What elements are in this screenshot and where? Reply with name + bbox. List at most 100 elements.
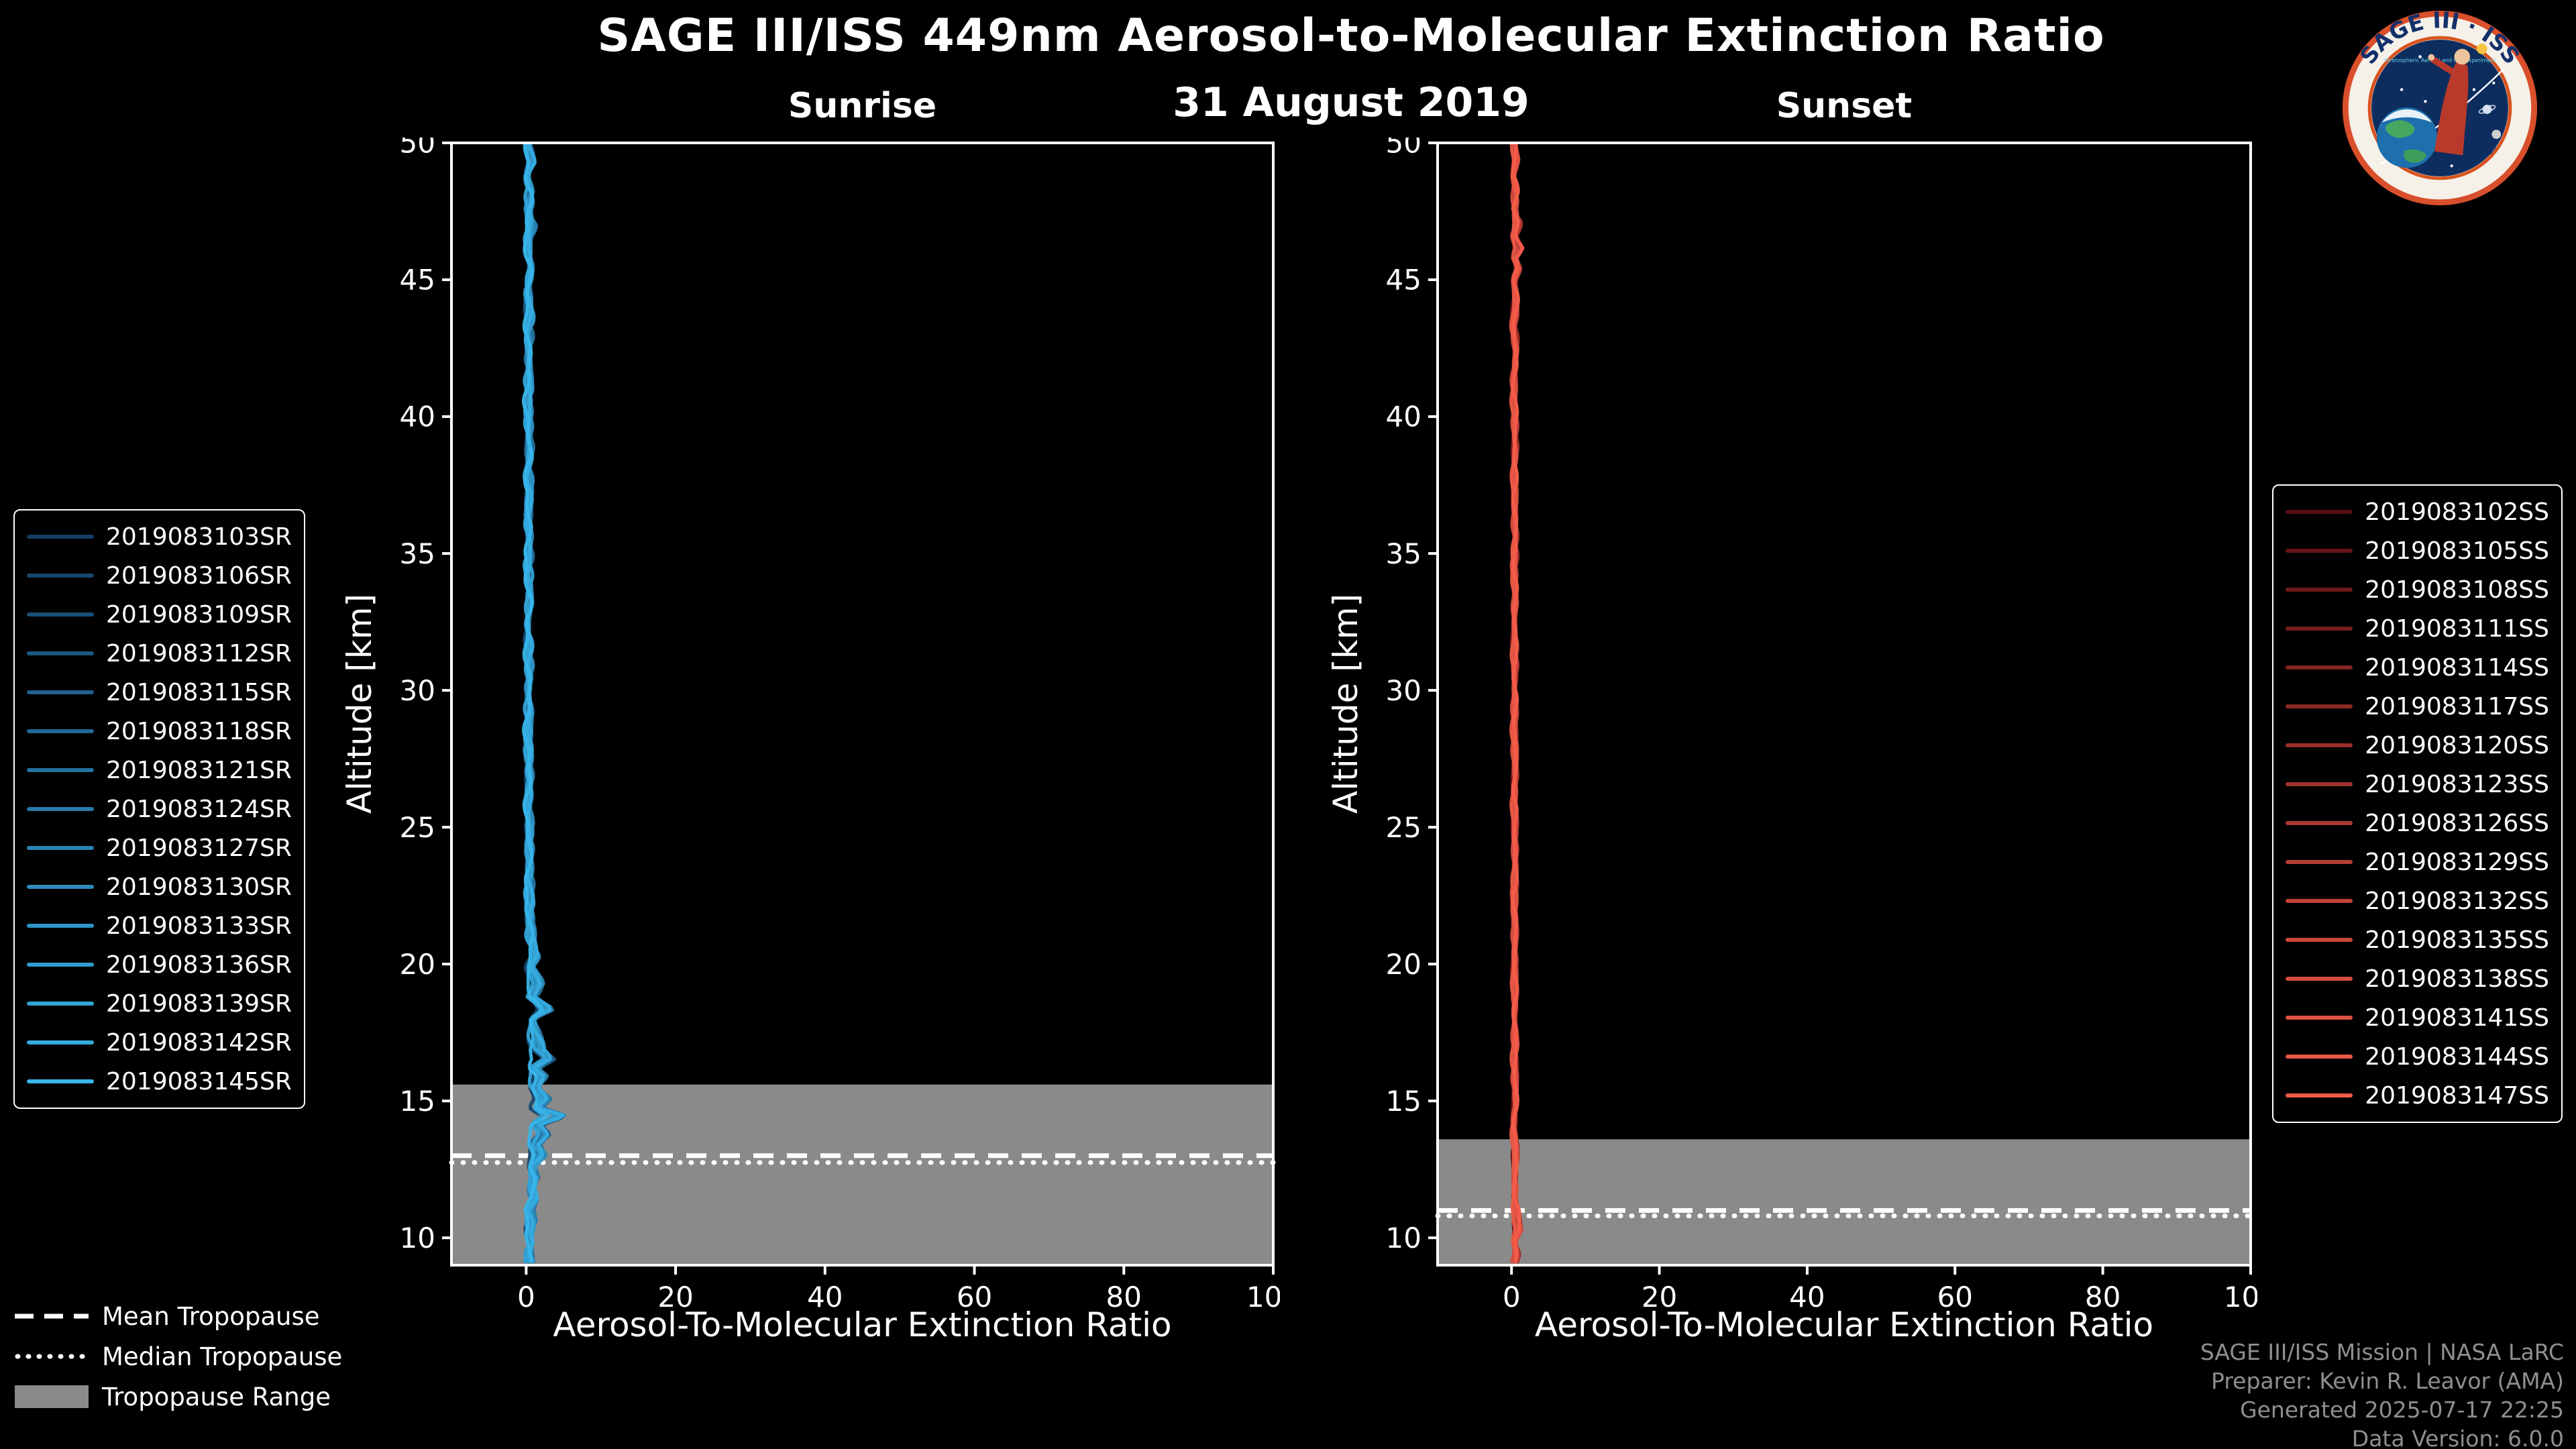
series-line-2019083145SR — [522, 142, 550, 1263]
legend-item-label: Mean Tropopause — [102, 1301, 320, 1331]
y-tick-label: 30 — [1386, 674, 1421, 707]
legend-line-swatch — [27, 574, 94, 578]
stars — [2400, 55, 2496, 168]
legend-item: 2019083135SS — [2286, 920, 2549, 959]
y-tick-label: 15 — [1386, 1085, 1421, 1118]
sage-iii-iss-logo: SAGE III · ISS NASA LANGLEY RESEARCH CEN… — [2342, 9, 2538, 206]
y-tick-label: 20 — [400, 948, 435, 981]
legend-line-swatch — [2286, 665, 2353, 669]
legend-line-swatch — [2286, 1016, 2353, 1020]
legend-item: 2019083123SS — [2286, 765, 2549, 804]
y-tick-label: 10 — [1386, 1222, 1421, 1254]
sunrise-plot: 10 15 20 25 30 35 40 45 50 0 20 40 60 80 100 — [400, 138, 1280, 1313]
legend-line-swatch — [2286, 510, 2353, 514]
legend-item: 2019083133SR — [27, 906, 292, 945]
dashed-line-swatch — [15, 1313, 89, 1319]
dotted-line-swatch — [15, 1354, 89, 1359]
legend-item: 2019083106SR — [27, 556, 292, 595]
legend-item: 2019083127SR — [27, 828, 292, 867]
legend-item-label: 2019083123SS — [2365, 770, 2549, 798]
legend-item-mean-tropopause: Mean Tropopause — [15, 1296, 342, 1336]
credit-mission: SAGE III/ISS Mission | NASA LaRC — [2200, 1339, 2564, 1365]
legend-line-swatch — [2286, 549, 2353, 553]
y-tick-label: 20 — [1386, 948, 1421, 981]
y-tick-label: 40 — [400, 400, 435, 433]
legend-item-tropopause-range: Tropopause Range — [15, 1377, 342, 1417]
legend-item-label: 2019083115SR — [106, 678, 292, 706]
earth-polar-cap — [2381, 109, 2432, 123]
legend-item-label: 2019083111SS — [2365, 614, 2549, 643]
x-tick-label: 60 — [1937, 1281, 1973, 1313]
legend-item-label: 2019083102SS — [2365, 498, 2549, 526]
legend-item-label: 2019083109SR — [106, 600, 292, 629]
tropopause-legend: Mean Tropopause Median Tropopause Tropop… — [15, 1296, 342, 1417]
legend-line-swatch — [27, 1002, 94, 1006]
sunrise-xaxis-label: Aerosol-To-Molecular Extinction Ratio — [553, 1305, 1172, 1344]
y-tick-label: 35 — [1386, 537, 1421, 570]
legend-item: 2019083103SR — [27, 517, 292, 556]
legend-item-median-tropopause: Median Tropopause — [15, 1336, 342, 1377]
legend-item-label: 2019083118SR — [106, 717, 292, 745]
legend-line-swatch — [2286, 977, 2353, 981]
series-line-2019083147SS — [1511, 142, 1525, 1264]
tropopause-range-band — [1438, 1139, 2251, 1265]
credit-version: Data Version: 6.0.0 — [2351, 1426, 2564, 1449]
legend-item-label: 2019083138SS — [2365, 965, 2549, 993]
tropopause-range-band — [451, 1084, 1273, 1265]
legend-item-label: 2019083132SS — [2365, 887, 2549, 915]
legend-item-label: 2019083133SR — [106, 912, 292, 940]
legend-line-swatch — [27, 924, 94, 928]
y-tick-label: 50 — [1386, 138, 1421, 160]
legend-item: 2019083138SS — [2286, 959, 2549, 998]
legend-item-label: 2019083103SR — [106, 523, 292, 551]
earth-land-2 — [2404, 149, 2427, 163]
plot-border — [1436, 142, 2252, 1267]
x-tick-label: 0 — [1503, 1281, 1521, 1313]
legend-line-swatch — [2286, 704, 2353, 708]
legend-item: 2019083142SR — [27, 1023, 292, 1062]
legend-item-label: 2019083144SS — [2365, 1042, 2549, 1071]
legend-line-swatch — [27, 1079, 94, 1083]
y-tick-label: 25 — [1386, 811, 1421, 844]
legend-item: 2019083105SS — [2286, 531, 2549, 570]
sunrise-panel-title: Sunrise — [788, 86, 937, 126]
legend-line-swatch — [2286, 1055, 2353, 1059]
planet-ring — [2478, 105, 2496, 114]
legend-line-swatch — [2286, 1093, 2353, 1097]
legend-item: 2019083147SS — [2286, 1076, 2549, 1115]
legend-item-label: 2019083141SS — [2365, 1004, 2549, 1032]
legend-line-swatch — [27, 963, 94, 967]
legend-item: 2019083112SR — [27, 634, 292, 673]
legend-item: 2019083121SR — [27, 751, 292, 790]
legend-item-label: 2019083129SS — [2365, 848, 2549, 876]
legend-item: 2019083139SR — [27, 984, 292, 1023]
figure-head — [2454, 48, 2471, 65]
legend-item-label: 2019083126SS — [2365, 809, 2549, 837]
plot-border — [450, 142, 1275, 1267]
x-tick-label: 80 — [2085, 1281, 2121, 1313]
legend-item: 2019083136SR — [27, 945, 292, 984]
sunrise-yaxis-label: Altitude [km] — [340, 594, 379, 814]
legend-line-swatch — [27, 768, 94, 772]
y-tick-label: 15 — [400, 1085, 435, 1118]
legend-item-label: Median Tropopause — [102, 1342, 343, 1371]
legend-item: 2019083124SR — [27, 790, 292, 828]
tropopause-range-swatch — [15, 1385, 89, 1408]
legend-item-label: 2019083136SR — [106, 951, 292, 979]
legend-line-swatch — [27, 651, 94, 655]
legend-line-swatch — [2286, 821, 2353, 825]
sunset-panel-title: Sunset — [1776, 86, 1913, 126]
legend-line-swatch — [27, 885, 94, 889]
figure-hand — [2428, 54, 2435, 61]
legend-item-label: 2019083121SR — [106, 756, 292, 784]
legend-line-swatch — [27, 690, 94, 694]
x-tick-label: 20 — [1642, 1281, 1677, 1313]
y-tick-label: 30 — [400, 674, 435, 707]
earth-land — [2385, 120, 2415, 138]
legend-line-swatch — [27, 729, 94, 733]
credits: SAGE III/ISS Mission | NASA LaRC Prepare… — [2200, 1338, 2564, 1449]
figure-title: SAGE III/ISS 449nm Aerosol-to-Molecular … — [597, 9, 2105, 62]
legend-line-swatch — [27, 1040, 94, 1044]
legend-item-label: 2019083108SS — [2365, 576, 2549, 604]
legend-item: 2019083102SS — [2286, 492, 2549, 531]
